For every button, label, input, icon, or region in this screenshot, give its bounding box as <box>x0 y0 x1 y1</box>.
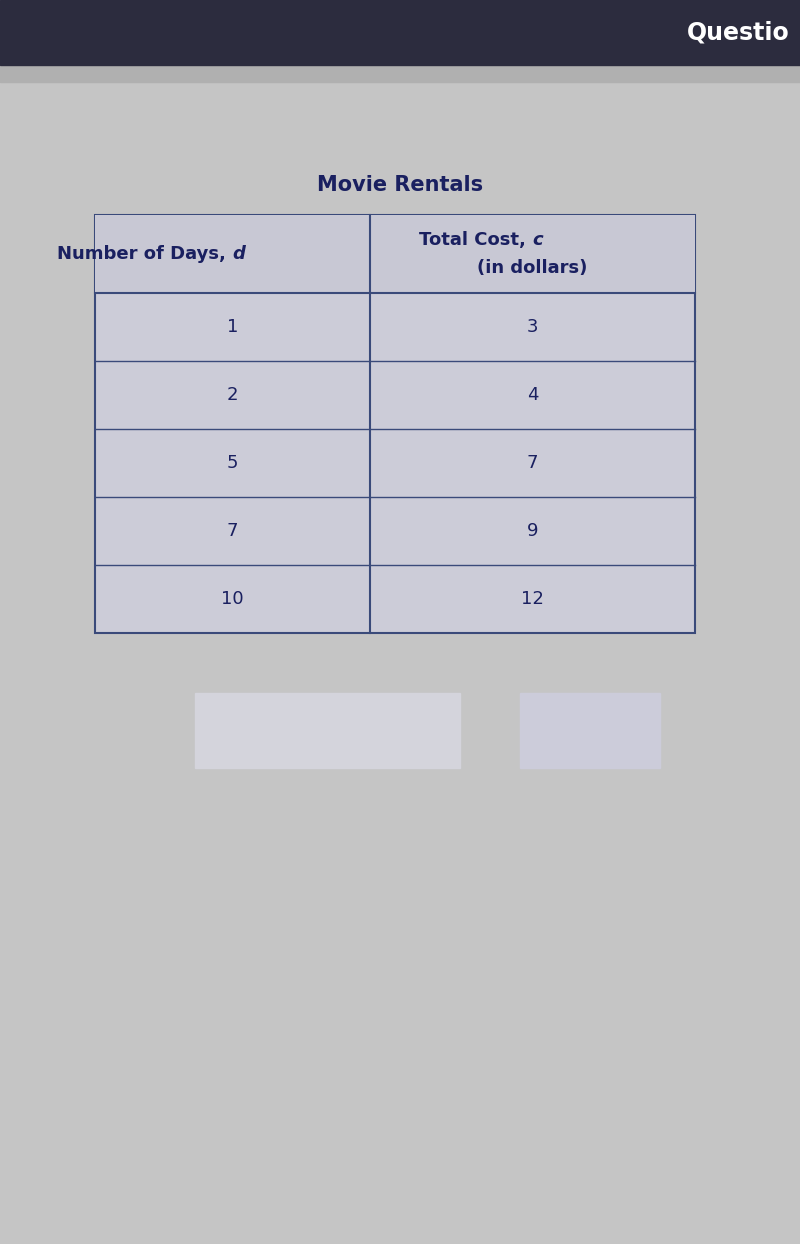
Text: Number of Days,: Number of Days, <box>58 245 233 262</box>
Text: 9: 9 <box>526 522 538 540</box>
Text: 4: 4 <box>526 386 538 404</box>
Text: 2: 2 <box>226 386 238 404</box>
Text: 10: 10 <box>221 590 244 608</box>
Text: 12: 12 <box>521 590 544 608</box>
Text: 5: 5 <box>226 454 238 471</box>
Text: 7: 7 <box>526 454 538 471</box>
Text: Movie Rentals: Movie Rentals <box>317 175 483 195</box>
Text: (in dollars): (in dollars) <box>478 259 588 277</box>
Bar <box>95 215 695 633</box>
Bar <box>0 65 800 82</box>
Text: d: d <box>233 245 246 262</box>
Text: 3: 3 <box>526 318 538 336</box>
Bar <box>520 693 660 768</box>
Text: 1: 1 <box>227 318 238 336</box>
Bar <box>195 693 460 768</box>
Text: 7: 7 <box>226 522 238 540</box>
Text: c: c <box>533 231 543 249</box>
Bar <box>95 215 695 294</box>
Text: Questio: Questio <box>687 20 790 45</box>
Bar <box>0 0 800 65</box>
Text: Total Cost,: Total Cost, <box>419 231 533 249</box>
